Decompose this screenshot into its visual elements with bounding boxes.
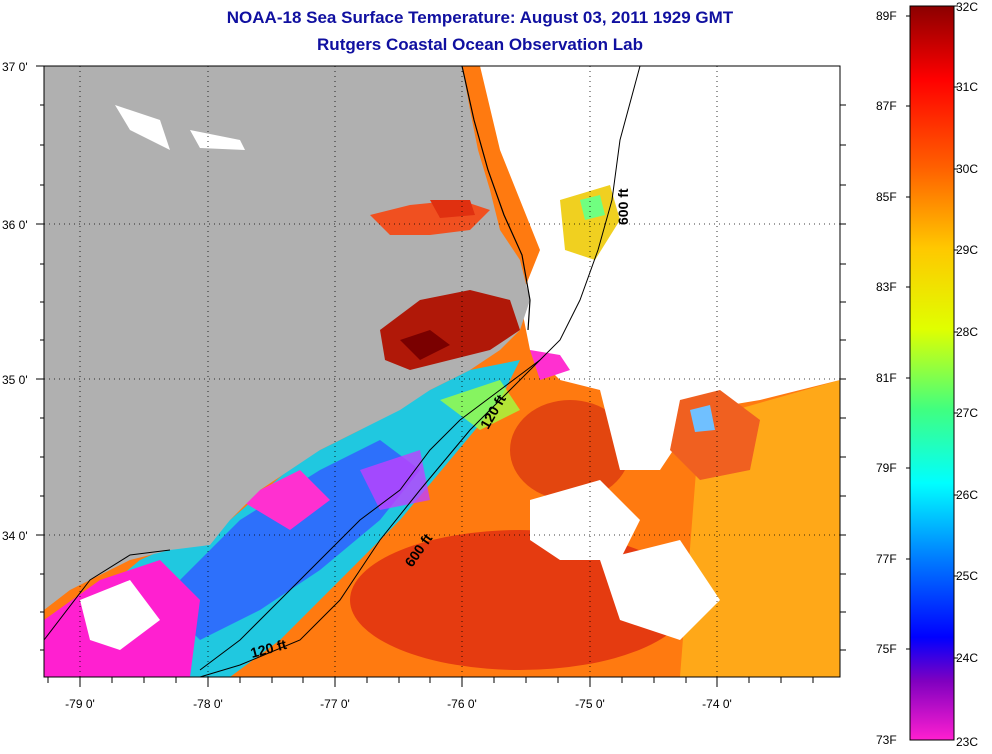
cold-core xyxy=(160,440,420,640)
lat-label-37: 37 0' xyxy=(2,60,28,74)
offshore-magenta xyxy=(530,350,570,380)
colorbar xyxy=(909,5,955,741)
lat-label-36: 36 0' xyxy=(2,218,28,232)
cbar-f-81: 81F xyxy=(876,371,897,385)
cbar-c-24: 24C xyxy=(956,651,979,665)
lon-label-74: -74 0' xyxy=(702,697,732,711)
cbar-c-23: 23C xyxy=(956,735,979,749)
cbar-c-28: 28C xyxy=(956,325,979,339)
warm-patch xyxy=(510,400,630,500)
cbar-c-25: 25C xyxy=(956,569,979,583)
land-mass xyxy=(44,66,530,610)
lon-label-77: -77 0' xyxy=(320,697,350,711)
map-title: NOAA-18 Sea Surface Temperature: August … xyxy=(226,8,734,27)
outer-banks-coastline xyxy=(461,66,531,331)
cbar-c-26: 26C xyxy=(956,488,979,502)
cbar-c-29: 29C xyxy=(956,243,979,257)
colorbar-ticks xyxy=(906,5,958,659)
cbar-f-77: 77F xyxy=(876,552,897,566)
inland-lake-b xyxy=(190,130,245,150)
cbar-f-89: 89F xyxy=(876,9,897,23)
no-data-cloud-a xyxy=(530,480,640,560)
cold-patch-b xyxy=(360,450,430,510)
map-frame xyxy=(43,65,841,678)
no-data-cloud-c xyxy=(80,580,160,650)
cbar-f-75: 75F xyxy=(876,642,897,656)
sound-hot-spot xyxy=(430,200,475,218)
lat-label-34: 34 0' xyxy=(2,529,28,543)
no-data-cloud-b xyxy=(600,540,720,640)
cbar-c-31: 31C xyxy=(956,80,979,94)
lat-label-35: 35 0' xyxy=(2,373,28,387)
offshore-patch-b xyxy=(580,195,605,220)
cbar-f-73: 73F xyxy=(876,733,897,747)
lon-label-79: -79 0' xyxy=(65,697,95,711)
lon-label-76: -76 0' xyxy=(447,697,477,711)
cbar-c-32: 32C xyxy=(956,0,979,14)
cbar-f-79: 79F xyxy=(876,461,897,475)
coldest-patch xyxy=(240,470,330,530)
inland-lake-a xyxy=(115,105,170,150)
contour-label-600-north: 600 ft xyxy=(615,188,631,225)
no-data-north xyxy=(480,66,840,470)
offshore-cool-patch xyxy=(690,405,715,432)
graticule xyxy=(44,66,840,677)
cbar-f-85: 85F xyxy=(876,190,897,204)
cbar-c-30: 30C xyxy=(956,162,979,176)
depth-contours xyxy=(43,65,641,678)
cbar-f-83: 83F xyxy=(876,280,897,294)
cbar-f-87: 87F xyxy=(876,99,897,113)
map-subtitle: Rutgers Coastal Ocean Observation Lab xyxy=(317,35,643,54)
lon-label-78: -78 0' xyxy=(193,697,223,711)
offshore-patch-a xyxy=(560,185,620,260)
cbar-c-27: 27C xyxy=(956,406,979,420)
pamlico-hot xyxy=(400,330,450,360)
axis-ticks xyxy=(36,65,846,687)
lon-label-75: -75 0' xyxy=(575,697,605,711)
